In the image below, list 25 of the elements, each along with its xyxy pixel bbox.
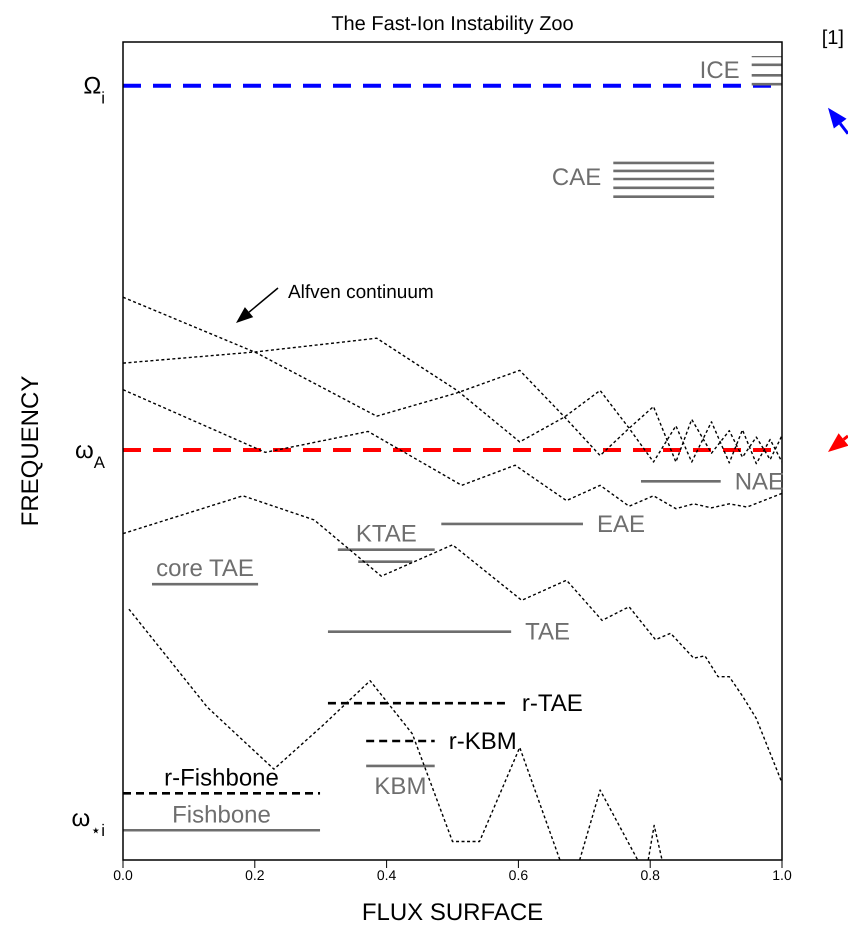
series-label: r-KBM [448,728,517,756]
series-label: EAE [596,510,646,538]
series-label: KTAE [356,520,417,548]
text: [1] [822,27,844,49]
series-label: r-Fishbone [164,764,279,792]
x-tick-label: 0.2 [245,866,265,883]
series-label: ICE [700,57,740,84]
series-label: CAE [552,164,602,191]
ref-line-label: ω$_{A}$ [75,436,106,472]
x-axis-title: FLUX SURFACE [362,899,544,926]
series-label: r-TAE [522,690,583,718]
ref-line-label: Ω$_{i}$ [83,72,105,108]
text: ω$_{⋆i}$ [72,805,105,840]
x-tick-label: 0.6 [508,866,528,883]
series-label: Fishbone [172,801,271,828]
x-tick-label: 1.0 [772,866,792,883]
annotation: Alfven continuum [288,282,434,303]
series-label: core TAE [156,555,254,582]
chart-title: The Fast-Ion Instability Zoo [331,13,574,35]
x-tick-label: 0.8 [640,866,660,883]
series-label: KBM [374,772,426,800]
x-tick-label: 0.4 [376,866,397,883]
y-axis-title: FREQUENCY [17,376,44,526]
series-label: TAE [525,618,570,646]
x-tick-label: 0.0 [113,866,133,883]
